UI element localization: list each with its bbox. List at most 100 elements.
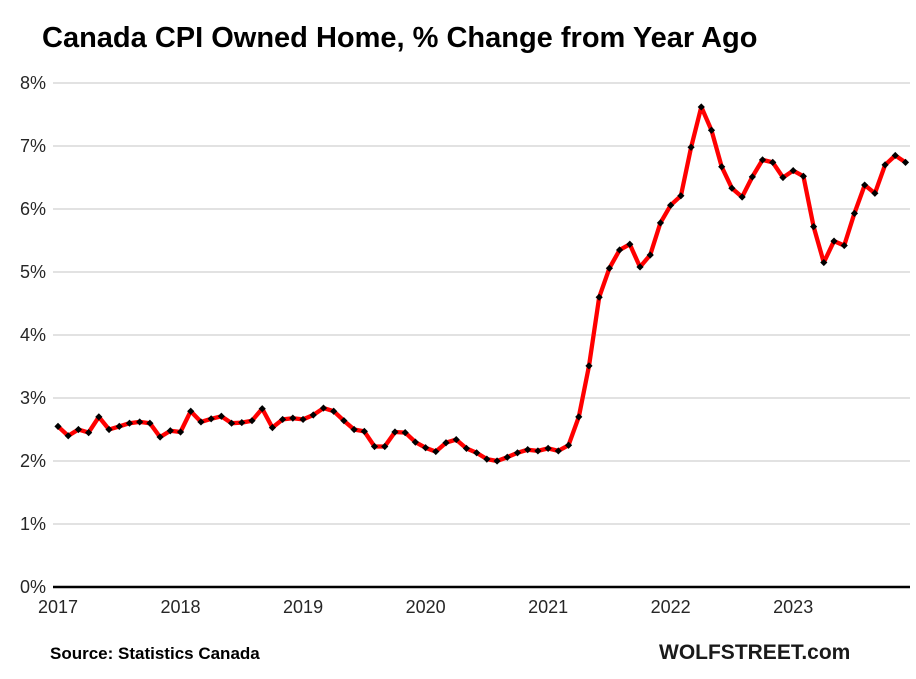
data-point-marker [381,442,389,451]
data-point-marker [227,419,236,427]
data-point-marker [95,413,103,421]
data-point-marker [197,418,205,426]
data-point-marker [728,184,736,192]
data-point-marker [187,407,195,415]
data-point-marker [503,453,511,461]
data-point-marker [585,362,593,370]
data-point-marker [738,193,746,201]
data-point-marker [789,166,797,175]
x-axis-year-label: 2023 [773,597,813,617]
data-point-marker [524,446,532,454]
data-point-marker [370,442,379,451]
data-point-marker [279,415,287,424]
data-point-marker [544,444,552,452]
data-point-marker [718,163,726,171]
data-point-marker [85,429,93,437]
data-point-marker [176,428,185,436]
data-point-marker [411,438,419,446]
data-point-marker [64,432,72,440]
data-point-marker [330,407,338,415]
data-point-marker [605,264,613,272]
x-axis-year-label: 2019 [283,597,323,617]
y-axis-tick-label: 3% [20,388,46,408]
data-point-marker [891,151,899,160]
data-point-marker [564,441,573,449]
brand-watermark: WOLFSTREET.com [659,641,851,664]
data-point-marker [840,241,848,250]
data-point-marker [258,405,266,413]
data-point-marker [830,237,838,245]
data-point-marker [861,181,869,189]
data-point-marker [473,449,481,457]
data-point-marker [452,435,460,444]
data-point-marker [105,425,113,434]
data-point-marker [299,415,307,424]
data-point-marker [207,415,215,423]
data-point-marker [146,419,154,427]
data-point-marker [636,263,644,271]
data-point-marker [268,424,277,432]
data-point-marker [319,404,328,412]
data-point-marker [799,172,807,180]
data-point-marker [136,418,144,426]
data-point-markers [54,103,910,465]
data-point-marker [850,209,859,218]
data-point-marker [646,251,654,259]
data-point-marker [156,433,164,441]
y-axis-tick-label: 6% [20,199,46,219]
data-point-marker [115,422,123,430]
data-point-marker [615,246,624,254]
data-point-marker [54,422,62,430]
data-point-marker [575,413,583,421]
data-point-marker [677,192,685,200]
data-point-marker [401,429,409,437]
y-axis-tick-label: 8% [20,73,46,93]
data-point-marker [769,158,777,166]
data-point-marker [217,412,225,420]
data-point-marker [758,156,767,164]
y-axis-tick-label: 0% [20,577,46,597]
chart-title: Canada CPI Owned Home, % Change from Yea… [42,22,758,54]
x-axis-year-label: 2022 [651,597,691,617]
data-point-marker [74,425,83,434]
data-point-marker [697,103,705,111]
x-axis-year-label: 2020 [406,597,446,617]
data-point-marker [350,425,358,434]
y-axis-tick-label: 7% [20,136,46,156]
data-point-marker [421,444,430,452]
data-point-marker [748,173,756,181]
data-point-marker [820,258,828,267]
data-point-marker [238,418,246,427]
data-point-marker [871,189,879,197]
data-point-marker [483,455,491,463]
y-axis-tick-label: 4% [20,325,46,345]
data-point-marker [125,419,134,427]
data-point-marker [340,417,348,425]
data-point-marker [656,219,665,227]
data-point-marker [626,240,634,248]
data-point-marker [687,143,695,151]
x-axis-year-label: 2018 [161,597,201,617]
y-axis-tick-label: 1% [20,514,46,534]
data-point-marker [166,427,174,435]
cpi-line [55,104,908,464]
data-point-marker [360,427,368,435]
data-point-marker [810,223,818,231]
data-point-marker [391,428,399,436]
data-point-marker [881,161,889,169]
data-point-marker [667,201,675,209]
data-point-marker [442,439,450,447]
y-axis-tick-label: 2% [20,451,46,471]
data-point-marker [248,417,256,425]
data-point-marker [513,449,522,457]
data-point-marker [595,293,603,301]
x-axis-year-label: 2017 [38,597,78,617]
data-point-marker [289,414,297,422]
data-point-marker [901,158,910,166]
data-point-marker [707,126,716,134]
y-axis-tick-label: 5% [20,262,46,282]
data-point-marker [309,411,317,419]
data-point-marker [432,447,440,456]
